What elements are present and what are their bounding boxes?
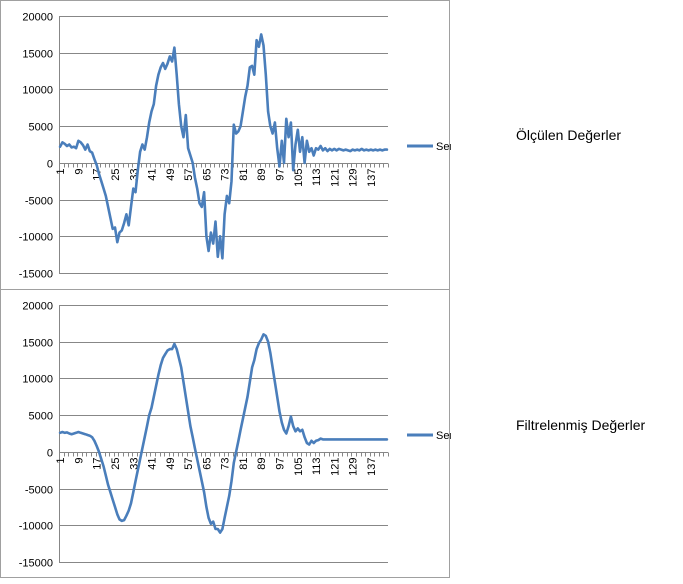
x-tick-label: 41 bbox=[147, 169, 159, 181]
y-tick-label: -5000 bbox=[25, 485, 53, 497]
y-tick-label: 5000 bbox=[29, 411, 53, 423]
x-tick-label: 121 bbox=[329, 169, 341, 187]
chart-frame: -15000 -10000 -5000 0 5000 10000 15000 20000 1 9 1… bbox=[0, 0, 465, 290]
filtered-chart-panel: -15000 -10000 -5000 0 5000 10000 15000 20000 1 9 1… bbox=[0, 289, 683, 579]
x-tick-label: 137 bbox=[366, 169, 378, 187]
x-tick-label: 105 bbox=[293, 169, 305, 187]
x-tick-label: 113 bbox=[311, 169, 323, 187]
y-tick-label: 0 bbox=[47, 159, 53, 171]
x-tick-label: 137 bbox=[366, 458, 378, 476]
y-tick-label: -5000 bbox=[25, 196, 53, 208]
x-tick-label: 97 bbox=[274, 169, 286, 181]
series-line bbox=[58, 333, 389, 534]
filtered-values-label: Filtrelenmiş Değerler bbox=[516, 417, 646, 433]
y-tick-label: 20000 bbox=[22, 301, 53, 313]
x-tick-label: 49 bbox=[165, 169, 177, 181]
x-tick-label: 25 bbox=[110, 458, 122, 470]
x-tick-label: 97 bbox=[274, 458, 286, 470]
y-tick-label: 10000 bbox=[22, 85, 53, 97]
y-tick-label: -10000 bbox=[19, 232, 53, 244]
y-tick-label: 10000 bbox=[22, 374, 53, 386]
x-tick-label: 89 bbox=[256, 169, 268, 181]
x-tick-label: 121 bbox=[329, 458, 341, 476]
legend-label: Seri 1 bbox=[436, 141, 451, 153]
measured-chart-panel: -15000 -10000 -5000 0 5000 10000 15000 20000 1 9 1… bbox=[0, 0, 683, 290]
x-tick-label: 105 bbox=[293, 458, 305, 476]
x-tick-label: 89 bbox=[256, 458, 268, 470]
x-tick-label: 81 bbox=[238, 169, 250, 181]
y-tick-label: 0 bbox=[47, 448, 53, 460]
y-tick-label: 15000 bbox=[22, 49, 53, 61]
y-tick-label: -10000 bbox=[19, 521, 53, 533]
x-tick-label: 1 bbox=[55, 169, 67, 175]
x-tick-label: 113 bbox=[311, 458, 323, 476]
y-tick-label: 15000 bbox=[22, 338, 53, 350]
series-line bbox=[58, 33, 389, 260]
x-tick-label: 9 bbox=[73, 169, 85, 175]
x-tick-label: 65 bbox=[201, 169, 213, 181]
x-tick-label: 9 bbox=[73, 458, 85, 464]
filtered-values-chart: -15000 -10000 -5000 0 5000 10000 15000 20000 1 9 1… bbox=[19, 301, 465, 570]
x-tick-label: 129 bbox=[348, 169, 360, 187]
x-tick-label: 49 bbox=[165, 458, 177, 470]
x-tick-label: 65 bbox=[201, 458, 213, 470]
x-tick-label: 41 bbox=[147, 458, 159, 470]
x-tick-label: 57 bbox=[183, 169, 195, 181]
x-tick-label: 25 bbox=[110, 169, 122, 181]
y-tick-label: -15000 bbox=[19, 269, 53, 281]
x-tick-label: 73 bbox=[220, 169, 232, 181]
measured-values-label: Ölçülen Değerler bbox=[516, 127, 622, 143]
y-tick-label: 5000 bbox=[29, 122, 53, 134]
x-tick-label: 57 bbox=[183, 458, 195, 470]
x-tick-label: 129 bbox=[348, 458, 360, 476]
y-tick-label: -15000 bbox=[19, 558, 53, 570]
x-tick-label: 73 bbox=[220, 458, 232, 470]
x-tick-label: 1 bbox=[55, 458, 67, 464]
chart-frame: -15000 -10000 -5000 0 5000 10000 15000 20000 1 9 1… bbox=[0, 289, 465, 578]
x-tick-label: 81 bbox=[238, 458, 250, 470]
legend-label: Seri 1 bbox=[436, 430, 451, 442]
measured-values-chart: -15000 -10000 -5000 0 5000 10000 15000 20000 1 9 1… bbox=[19, 12, 465, 281]
y-tick-label: 20000 bbox=[22, 12, 53, 24]
